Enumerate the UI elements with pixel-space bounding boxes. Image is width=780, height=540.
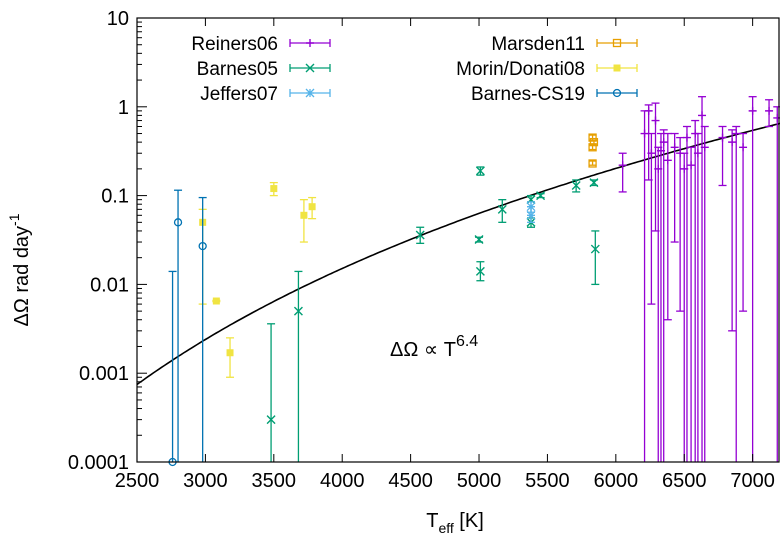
- data-point: [226, 349, 234, 357]
- series-marsden11: [588, 133, 599, 168]
- legend-label: Barnes-CS19: [471, 84, 585, 105]
- data-point: [640, 129, 649, 138]
- y-tick-label: 0.0001: [68, 452, 129, 474]
- data-point: [589, 137, 599, 147]
- data-point: [765, 106, 774, 115]
- x-tick-label: 4500: [388, 470, 433, 492]
- legend-label: Reiners06: [191, 34, 278, 55]
- data-point: [693, 149, 702, 158]
- legend-marker: [613, 64, 621, 72]
- x-tick-label: 7000: [730, 470, 775, 492]
- y-axis-label-sup: -1: [6, 213, 22, 226]
- data-point: [212, 297, 220, 305]
- data-point: [589, 178, 599, 188]
- y-axis-label-main: ΔΩ rad day: [11, 226, 33, 327]
- data-point: [474, 235, 484, 245]
- series-reiners06: [618, 96, 780, 462]
- x-tick-label: 3000: [183, 470, 228, 492]
- x-tick-label: 6000: [594, 470, 639, 492]
- axis-ticks: 2500 3000 3500 4000 4500 5000 5500 6000 6500 7000…: [68, 8, 775, 492]
- data-point: [588, 159, 597, 168]
- legend-marker: [305, 63, 315, 73]
- data-point: [618, 161, 627, 170]
- data-point: [700, 143, 709, 152]
- y-tick-label: 1: [118, 97, 129, 119]
- data-point: [536, 191, 546, 201]
- data-point: [293, 306, 303, 316]
- legend: Reiners06 Barnes05 Jeffers07 Marsden11 Morin…: [191, 34, 638, 105]
- fit-curve: [136, 122, 780, 386]
- legend-label: Barnes05: [197, 59, 278, 80]
- x-tick-label: 5500: [525, 470, 570, 492]
- x-tick-label: 5000: [457, 470, 502, 492]
- y-tick-label: 0.001: [79, 363, 129, 385]
- y-axis-label: ΔΩ rad day-1: [6, 213, 33, 326]
- fit-line-layer: [136, 122, 780, 386]
- data-point: [300, 211, 308, 219]
- x-tick-label: 6500: [662, 470, 707, 492]
- data-point: [571, 180, 581, 190]
- series-jeffers07: [526, 201, 536, 223]
- data-point: [173, 218, 183, 227]
- data-point: [647, 149, 656, 158]
- data-point: [308, 203, 316, 211]
- legend-label: Jeffers07: [200, 84, 278, 105]
- data-point: [475, 266, 485, 276]
- data-point: [590, 244, 600, 254]
- data-point: [644, 106, 653, 115]
- data-point: [732, 129, 741, 138]
- legend-marker: [305, 88, 315, 98]
- data-point: [728, 138, 737, 147]
- fit-annotation: ΔΩ ∝ T6.4: [390, 333, 478, 361]
- x-axis-label-unit: [K]: [454, 510, 484, 532]
- plot-frame: [136, 17, 780, 463]
- data-point: [651, 116, 660, 125]
- x-axis-label-sub: eff: [438, 520, 453, 536]
- fit-annotation-sup: 6.4: [456, 333, 478, 350]
- x-axis-label: Teff [K]: [426, 510, 484, 536]
- data-point: [415, 230, 425, 240]
- series-barnes05: [266, 166, 600, 462]
- fit-annotation-main: ΔΩ ∝ T: [390, 339, 456, 361]
- data-point: [663, 156, 672, 165]
- y-tick-label: 10: [107, 8, 129, 30]
- legend-label: Marsden11: [491, 34, 585, 55]
- legend-label: Morin/Donati08: [456, 59, 585, 80]
- data-point: [659, 138, 668, 147]
- data-point: [526, 202, 536, 212]
- data-point: [682, 133, 691, 142]
- series-barnes-cs19: [168, 189, 207, 467]
- data-layer: [168, 96, 780, 467]
- data-point: [748, 106, 757, 115]
- legend-marker: [306, 39, 314, 47]
- data-point: [670, 143, 679, 152]
- x-axis-label-main: T: [426, 510, 438, 532]
- data-point: [475, 166, 485, 176]
- x-tick-label: 4000: [320, 470, 365, 492]
- data-point: [739, 143, 748, 152]
- legend-marker: [612, 38, 622, 48]
- data-point: [588, 133, 597, 142]
- data-point: [270, 185, 278, 193]
- data-point: [526, 210, 536, 220]
- x-tick-label: 3500: [252, 470, 297, 492]
- y-tick-label: 0.01: [90, 274, 129, 296]
- data-point: [698, 111, 707, 120]
- y-tick-label: 0.1: [101, 186, 129, 208]
- plot-border: [136, 17, 780, 463]
- data-point: [198, 241, 207, 251]
- x-tick-label: 2500: [115, 470, 160, 492]
- data-point: [266, 415, 276, 425]
- data-point: [497, 204, 507, 214]
- data-point: [687, 161, 696, 170]
- data-point: [718, 133, 727, 142]
- legend-marker: [612, 88, 622, 98]
